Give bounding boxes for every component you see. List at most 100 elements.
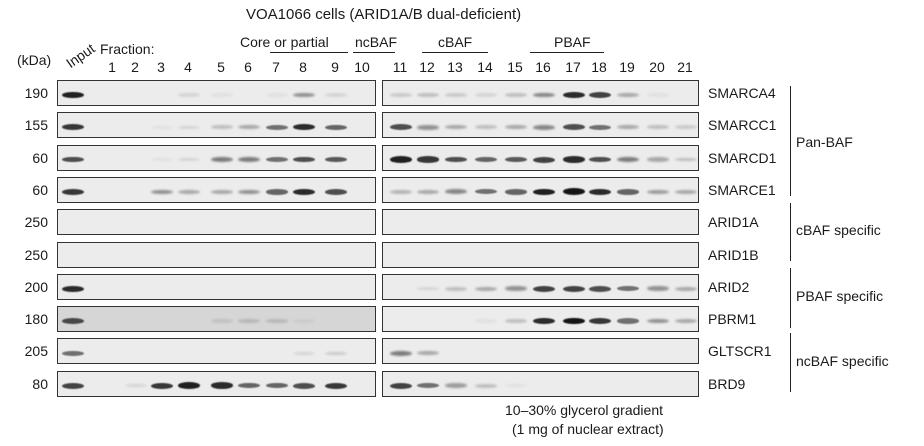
- complex-bracket-pbaf: [530, 52, 604, 53]
- blot-band: [533, 317, 555, 325]
- fraction-number: 1: [108, 59, 116, 75]
- protein-label: ARID2: [708, 278, 750, 295]
- fraction-number: 4: [184, 59, 192, 75]
- blot-band: [563, 91, 585, 99]
- blot-panel-right: [382, 273, 699, 300]
- protein-label: BRD9: [708, 375, 746, 392]
- blot-band: [445, 383, 467, 388]
- blot-panel-left: [57, 306, 376, 333]
- blot-panel-right: [382, 209, 699, 236]
- blot-band: [293, 156, 315, 163]
- blot-band: [475, 93, 497, 97]
- fraction-number: 5: [217, 59, 225, 75]
- complex-label-pbaf: PBAF: [554, 34, 591, 50]
- blot-band: [417, 351, 439, 356]
- blot-band: [445, 286, 467, 291]
- blot-band: [390, 93, 412, 97]
- blot-band: [533, 124, 555, 130]
- blot-panel-right: [382, 176, 699, 203]
- blot-band: [62, 382, 84, 389]
- fraction-number: 9: [331, 59, 339, 75]
- mw-label: 250: [24, 246, 48, 263]
- blot-band: [266, 319, 288, 323]
- mw-label: 60: [32, 181, 48, 198]
- group-label-pbaf: PBAF specific: [796, 288, 884, 304]
- blot-band: [266, 189, 288, 195]
- group-bracket-cbaf: [790, 203, 791, 261]
- blot-band: [533, 92, 555, 98]
- blot-band: [417, 156, 439, 163]
- mw-label: 250: [24, 214, 48, 231]
- blot-band: [238, 382, 260, 389]
- fraction-number: 3: [157, 59, 165, 75]
- blot-band: [266, 382, 288, 389]
- fraction-number: 20: [649, 59, 665, 75]
- mw-label: 200: [24, 278, 48, 295]
- blot-band: [293, 124, 315, 131]
- blot-band: [617, 318, 639, 324]
- complex-label-cbaf: cBAF: [438, 34, 473, 50]
- blot-band: [178, 157, 200, 162]
- fraction-number: 15: [507, 59, 523, 75]
- blot-band: [293, 382, 315, 389]
- blot-band: [178, 382, 200, 389]
- blot-band: [647, 93, 669, 97]
- blot-band: [589, 92, 611, 98]
- protein-label: PBRM1: [708, 311, 757, 328]
- blot-band: [238, 125, 260, 130]
- group-label-pan-baf: Pan-BAF: [796, 134, 853, 150]
- fraction-number: 13: [447, 59, 463, 75]
- blot-band: [475, 189, 497, 195]
- blot-band: [617, 157, 639, 163]
- blot-band: [390, 156, 412, 163]
- blot-band: [675, 157, 697, 162]
- fraction-number: 12: [419, 59, 435, 75]
- blot-band: [390, 350, 412, 356]
- blot-panel-left: [57, 273, 376, 300]
- blot-band: [505, 156, 527, 163]
- blot-band: [445, 189, 467, 195]
- mw-label: 60: [32, 149, 48, 166]
- blot-band: [325, 93, 347, 97]
- blot-band: [211, 382, 233, 389]
- complex-label-core: Core or partial: [240, 34, 329, 50]
- fraction-number: 16: [535, 59, 551, 75]
- blot-band: [533, 285, 555, 292]
- footer-line-1: 10–30% glycerol gradient: [505, 402, 663, 418]
- blot-panel-right: [382, 241, 699, 268]
- blot-band: [62, 156, 84, 163]
- blot-band: [563, 188, 585, 196]
- blot-panel-right: [382, 80, 699, 106]
- blot-band: [505, 93, 527, 97]
- protein-label: ARID1A: [708, 214, 759, 231]
- blot-band: [445, 156, 467, 163]
- blot-panel-left: [57, 80, 376, 106]
- blot-band: [62, 350, 84, 356]
- complex-bracket-core: [270, 52, 348, 53]
- blot-band: [325, 188, 347, 195]
- blot-band: [563, 124, 585, 131]
- blot-band: [505, 125, 527, 130]
- blot-band: [417, 287, 439, 291]
- blot-band: [589, 317, 611, 325]
- blot-band: [293, 351, 315, 356]
- blot-band: [589, 124, 611, 130]
- blot-band: [563, 317, 585, 325]
- complex-bracket-cbaf: [422, 52, 488, 53]
- fraction-label: Fraction:: [100, 41, 155, 57]
- fraction-number: 21: [677, 59, 693, 75]
- blot-panel-left: [57, 112, 376, 139]
- blot-band: [589, 156, 611, 163]
- blot-band: [266, 124, 288, 130]
- mw-label: 155: [24, 117, 48, 134]
- fraction-number: 6: [244, 59, 252, 75]
- blot-band: [617, 125, 639, 130]
- blot-band: [62, 285, 84, 292]
- protein-label: GLTSCR1: [708, 343, 772, 360]
- blot-panel-left: [57, 144, 376, 171]
- blot-band: [293, 319, 315, 323]
- blot-band: [238, 157, 260, 163]
- fraction-number: 10: [354, 59, 370, 75]
- blot-band: [563, 285, 585, 292]
